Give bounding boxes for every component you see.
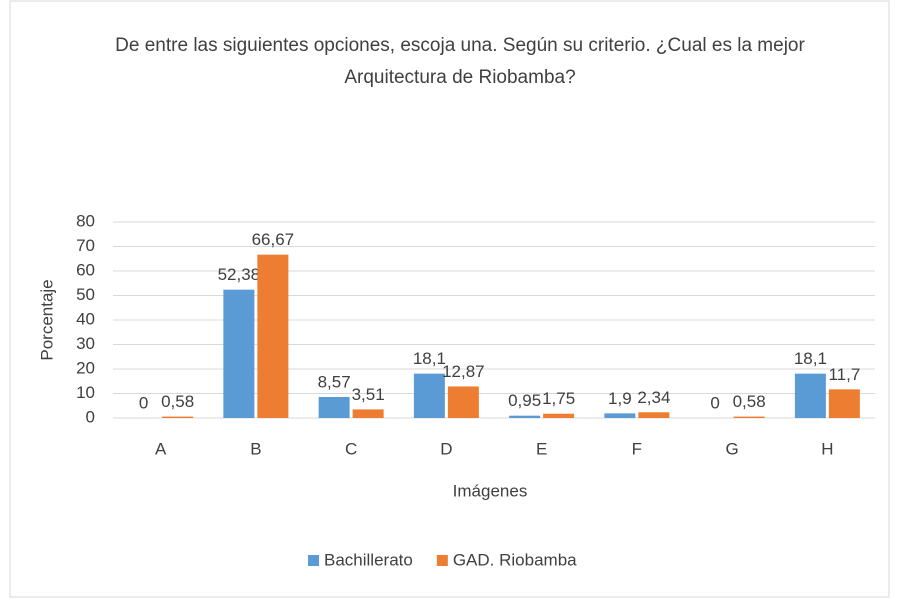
x-tick-label: G <box>726 439 739 458</box>
data-label: 2,34 <box>637 388 670 407</box>
data-label: 1,9 <box>608 389 632 408</box>
bar <box>828 389 860 418</box>
data-label: 18,1 <box>794 349 827 368</box>
bar <box>352 409 384 418</box>
legend-label: GAD. Riobamba <box>453 550 577 569</box>
bar <box>223 289 255 418</box>
x-tick-label: A <box>155 439 167 458</box>
bar <box>257 254 289 418</box>
y-tick-label: 60 <box>76 260 95 279</box>
data-label: 3,51 <box>352 385 385 404</box>
data-label: 11,7 <box>828 365 860 384</box>
bar <box>162 416 194 418</box>
y-axis-label: Porcentaje <box>37 279 56 360</box>
x-axis-label: Imágenes <box>453 481 528 500</box>
data-label: 0,58 <box>733 392 766 411</box>
data-label: 0 <box>139 393 148 412</box>
y-tick-label: 50 <box>76 285 95 304</box>
data-label: 66,67 <box>252 230 295 249</box>
bar <box>447 386 479 418</box>
bar <box>638 412 670 418</box>
bar <box>794 373 826 418</box>
bar <box>509 415 541 418</box>
data-label: 0,95 <box>508 391 541 410</box>
legend-label: Bachillerato <box>324 550 413 569</box>
legend-swatch <box>436 555 448 566</box>
data-label: 52,38 <box>218 265 261 284</box>
chart-title: De entre las siguientes opciones, escoja… <box>115 35 805 88</box>
y-tick-label: 70 <box>76 236 95 255</box>
x-tick-label: H <box>821 439 833 458</box>
bar <box>543 413 575 418</box>
y-tick-label: 40 <box>76 309 95 328</box>
legend-swatch <box>308 555 319 566</box>
data-label: 0,58 <box>161 392 194 411</box>
bar <box>604 413 636 418</box>
data-label: 12,87 <box>442 362 485 381</box>
data-label: 1,75 <box>542 389 575 408</box>
y-tick-label: 10 <box>76 383 95 402</box>
y-tick-label: 0 <box>86 407 95 426</box>
x-tick-label: E <box>536 439 547 458</box>
y-tick-label: 80 <box>76 211 95 230</box>
bar <box>733 416 765 418</box>
x-tick-label: D <box>440 439 452 458</box>
x-tick-label: B <box>250 439 261 458</box>
x-tick-label: F <box>632 439 642 458</box>
bar <box>318 397 350 418</box>
y-tick-label: 30 <box>76 334 95 353</box>
data-label: 18,1 <box>413 349 446 368</box>
data-label: 0 <box>710 393 719 412</box>
x-tick-label: C <box>345 439 357 458</box>
data-label: 8,57 <box>318 372 351 391</box>
y-tick-label: 20 <box>76 358 95 377</box>
chart-border <box>9 0 890 598</box>
bar <box>413 373 445 418</box>
